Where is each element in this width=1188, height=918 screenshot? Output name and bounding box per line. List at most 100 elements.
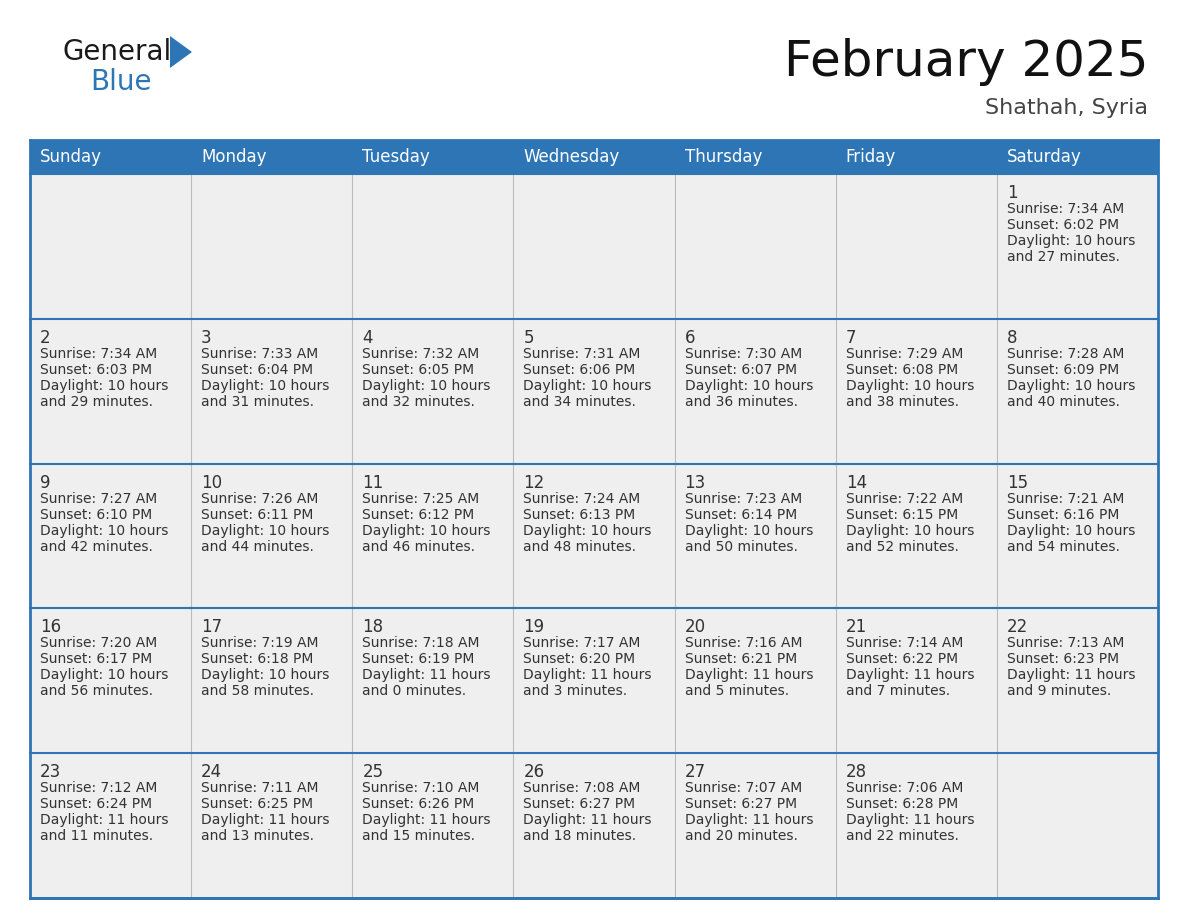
Text: Sunrise: 7:07 AM: Sunrise: 7:07 AM (684, 781, 802, 795)
Text: Daylight: 11 hours: Daylight: 11 hours (684, 813, 813, 827)
Bar (675, 174, 835, 319)
Text: Sunset: 6:24 PM: Sunset: 6:24 PM (40, 797, 152, 812)
Bar (997, 174, 1158, 319)
Text: and 58 minutes.: and 58 minutes. (201, 685, 314, 699)
Text: Sunset: 6:23 PM: Sunset: 6:23 PM (1007, 653, 1119, 666)
Text: and 32 minutes.: and 32 minutes. (362, 395, 475, 409)
Text: Sunrise: 7:14 AM: Sunrise: 7:14 AM (846, 636, 963, 650)
Text: 24: 24 (201, 763, 222, 781)
Text: Sunrise: 7:23 AM: Sunrise: 7:23 AM (684, 492, 802, 506)
Text: February 2025: February 2025 (784, 38, 1148, 86)
Bar (835, 319, 997, 464)
Bar (353, 464, 513, 609)
Text: Sunset: 6:19 PM: Sunset: 6:19 PM (362, 653, 475, 666)
Bar (835, 174, 997, 319)
Bar (675, 319, 835, 464)
Text: Sunrise: 7:21 AM: Sunrise: 7:21 AM (1007, 492, 1124, 506)
Text: Sunrise: 7:08 AM: Sunrise: 7:08 AM (524, 781, 640, 795)
Text: Daylight: 10 hours: Daylight: 10 hours (362, 523, 491, 538)
Bar (997, 609, 1158, 753)
Text: 25: 25 (362, 763, 384, 781)
Text: Wednesday: Wednesday (524, 148, 620, 166)
Bar (353, 174, 513, 319)
Text: Sunrise: 7:19 AM: Sunrise: 7:19 AM (201, 636, 318, 650)
Bar (675, 464, 835, 609)
Text: 23: 23 (40, 763, 62, 781)
Text: Sunset: 6:17 PM: Sunset: 6:17 PM (40, 653, 152, 666)
Bar (513, 753, 675, 898)
Text: and 7 minutes.: and 7 minutes. (846, 685, 950, 699)
Text: Sunrise: 7:30 AM: Sunrise: 7:30 AM (684, 347, 802, 361)
Text: Sunrise: 7:17 AM: Sunrise: 7:17 AM (524, 636, 640, 650)
Text: and 31 minutes.: and 31 minutes. (201, 395, 314, 409)
Text: and 20 minutes.: and 20 minutes. (684, 829, 797, 844)
Text: 14: 14 (846, 474, 867, 492)
Text: Daylight: 10 hours: Daylight: 10 hours (846, 379, 974, 393)
Text: and 22 minutes.: and 22 minutes. (846, 829, 959, 844)
Bar (191, 319, 353, 464)
Text: Friday: Friday (846, 148, 896, 166)
Text: 19: 19 (524, 619, 544, 636)
Text: Sunrise: 7:33 AM: Sunrise: 7:33 AM (201, 347, 318, 361)
Text: Sunrise: 7:18 AM: Sunrise: 7:18 AM (362, 636, 480, 650)
Text: Sunset: 6:04 PM: Sunset: 6:04 PM (201, 363, 314, 376)
Text: Sunrise: 7:10 AM: Sunrise: 7:10 AM (362, 781, 480, 795)
Text: Sunrise: 7:31 AM: Sunrise: 7:31 AM (524, 347, 640, 361)
Bar (30, 140, 191, 174)
Bar (997, 140, 1158, 174)
Text: Daylight: 10 hours: Daylight: 10 hours (201, 379, 329, 393)
Bar (30, 464, 191, 609)
Text: and 29 minutes.: and 29 minutes. (40, 395, 153, 409)
Text: Daylight: 11 hours: Daylight: 11 hours (524, 813, 652, 827)
Bar (353, 140, 513, 174)
Text: 5: 5 (524, 329, 533, 347)
Bar (997, 753, 1158, 898)
Text: and 42 minutes.: and 42 minutes. (40, 540, 153, 554)
Text: Sunset: 6:28 PM: Sunset: 6:28 PM (846, 797, 958, 812)
Bar (191, 753, 353, 898)
Text: Sunrise: 7:12 AM: Sunrise: 7:12 AM (40, 781, 157, 795)
Bar (835, 464, 997, 609)
Text: and 40 minutes.: and 40 minutes. (1007, 395, 1120, 409)
Text: Daylight: 10 hours: Daylight: 10 hours (524, 379, 652, 393)
Text: Daylight: 10 hours: Daylight: 10 hours (1007, 523, 1136, 538)
Bar (513, 140, 675, 174)
Text: Sunrise: 7:16 AM: Sunrise: 7:16 AM (684, 636, 802, 650)
Bar (513, 609, 675, 753)
Text: and 5 minutes.: and 5 minutes. (684, 685, 789, 699)
Text: Sunset: 6:10 PM: Sunset: 6:10 PM (40, 508, 152, 521)
Text: 12: 12 (524, 474, 544, 492)
Bar (513, 319, 675, 464)
Text: 7: 7 (846, 329, 857, 347)
Text: and 46 minutes.: and 46 minutes. (362, 540, 475, 554)
Text: and 36 minutes.: and 36 minutes. (684, 395, 797, 409)
Text: and 15 minutes.: and 15 minutes. (362, 829, 475, 844)
Polygon shape (170, 36, 192, 68)
Text: and 3 minutes.: and 3 minutes. (524, 685, 627, 699)
Text: and 18 minutes.: and 18 minutes. (524, 829, 637, 844)
Bar (353, 319, 513, 464)
Text: and 56 minutes.: and 56 minutes. (40, 685, 153, 699)
Text: Sunset: 6:13 PM: Sunset: 6:13 PM (524, 508, 636, 521)
Bar (191, 140, 353, 174)
Text: Sunrise: 7:34 AM: Sunrise: 7:34 AM (1007, 202, 1124, 216)
Text: and 54 minutes.: and 54 minutes. (1007, 540, 1120, 554)
Text: 22: 22 (1007, 619, 1028, 636)
Bar (997, 319, 1158, 464)
Text: Daylight: 10 hours: Daylight: 10 hours (362, 379, 491, 393)
Bar (191, 464, 353, 609)
Bar (353, 609, 513, 753)
Text: Tuesday: Tuesday (362, 148, 430, 166)
Text: Daylight: 11 hours: Daylight: 11 hours (1007, 668, 1136, 682)
Text: 10: 10 (201, 474, 222, 492)
Text: 26: 26 (524, 763, 544, 781)
Text: and 52 minutes.: and 52 minutes. (846, 540, 959, 554)
Text: 13: 13 (684, 474, 706, 492)
Text: Sunset: 6:15 PM: Sunset: 6:15 PM (846, 508, 958, 521)
Text: and 48 minutes.: and 48 minutes. (524, 540, 637, 554)
Text: Sunset: 6:21 PM: Sunset: 6:21 PM (684, 653, 797, 666)
Text: Sunrise: 7:20 AM: Sunrise: 7:20 AM (40, 636, 157, 650)
Text: 27: 27 (684, 763, 706, 781)
Text: Sunrise: 7:28 AM: Sunrise: 7:28 AM (1007, 347, 1124, 361)
Text: Sunset: 6:22 PM: Sunset: 6:22 PM (846, 653, 958, 666)
